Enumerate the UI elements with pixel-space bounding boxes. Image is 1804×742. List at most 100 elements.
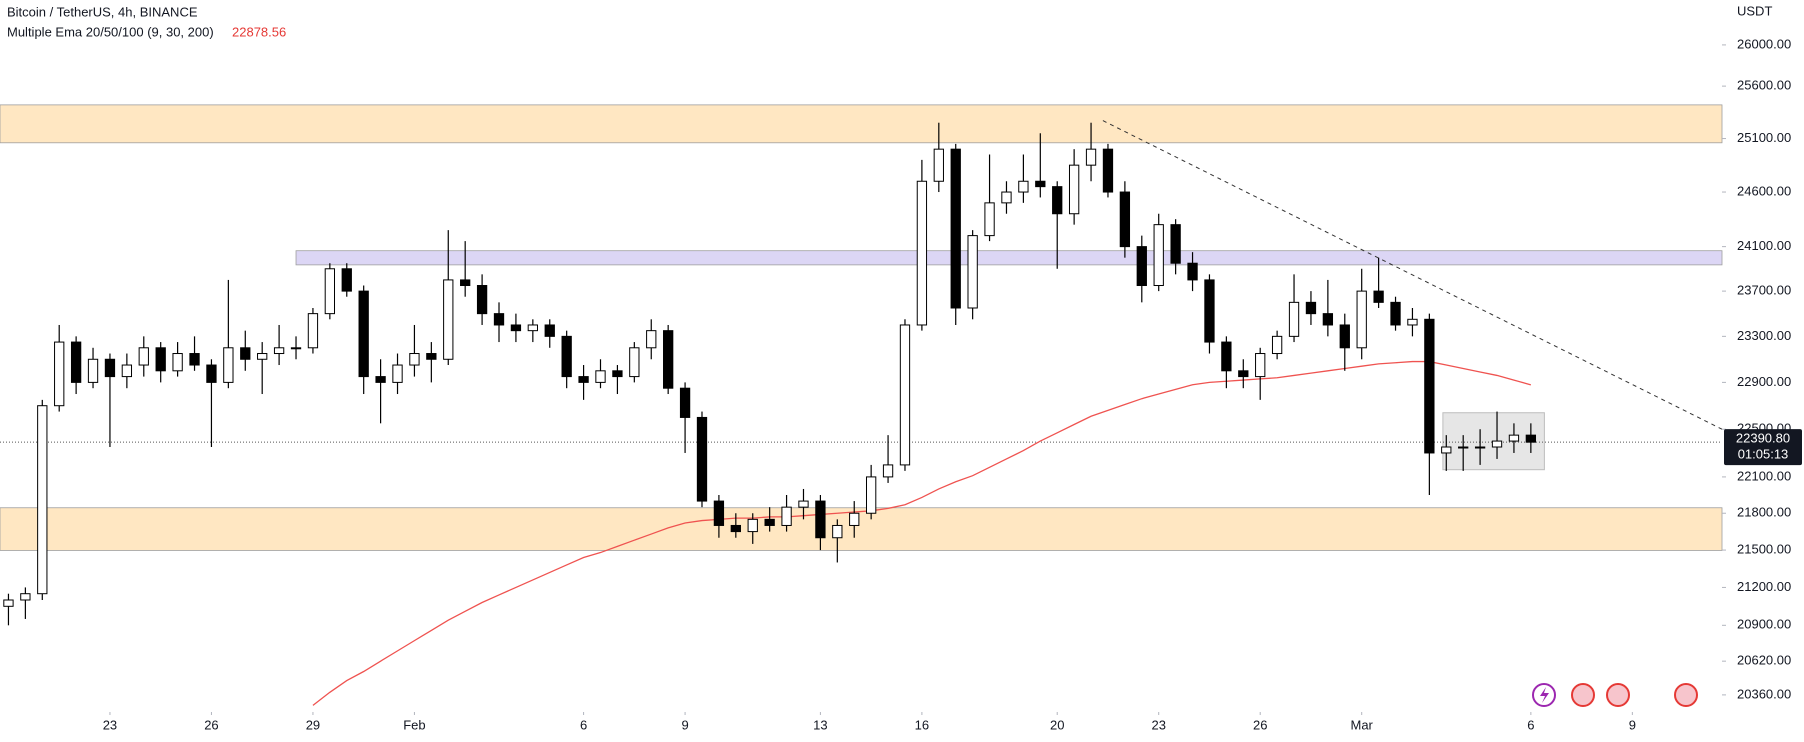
chart-title: Bitcoin / TetherUS, 4h, BINANCE <box>7 4 198 19</box>
candle-body <box>1035 180 1046 188</box>
candle-body <box>476 285 488 315</box>
candle-body <box>527 324 538 332</box>
candle-body <box>392 364 403 383</box>
x-tick-label: 9 <box>1629 717 1636 732</box>
candle-body <box>1001 191 1012 204</box>
candle-body <box>155 347 166 372</box>
candle-body <box>409 353 420 366</box>
x-tick-label: 26 <box>1253 717 1267 732</box>
y-tick-label: 25600.00 <box>1737 78 1791 93</box>
candle-body <box>1508 434 1520 442</box>
candle-body <box>713 500 725 526</box>
candle-body <box>1204 279 1215 343</box>
ema-line <box>312 360 1532 706</box>
y-tick-label: 23700.00 <box>1737 283 1791 298</box>
candle-body <box>1238 370 1249 378</box>
y-tick-label: 22100.00 <box>1737 468 1791 483</box>
last-price-box <box>1724 429 1802 466</box>
candle-body <box>70 341 82 383</box>
candle-body <box>1102 148 1114 193</box>
y-tick-label: 20620.00 <box>1737 653 1791 668</box>
candle-body <box>206 364 217 383</box>
candle-body <box>1221 341 1232 372</box>
candle-body <box>87 358 99 383</box>
candle-body <box>1356 290 1367 349</box>
trendline <box>1102 120 1723 430</box>
candle-body <box>493 313 505 326</box>
indicator-label: Multiple Ema 20/50/100 (9, 30, 200) <box>7 24 214 39</box>
candle-body <box>121 364 133 378</box>
candle-body <box>1424 318 1435 454</box>
candle-body <box>815 500 826 539</box>
y-tick-label: 21500.00 <box>1737 542 1791 557</box>
x-tick-label: 16 <box>915 717 929 732</box>
candle-body <box>1136 246 1147 287</box>
candle-body <box>1052 186 1063 215</box>
candle-body <box>1407 318 1418 326</box>
candle-body <box>1271 335 1283 355</box>
countdown-label: 01:05:13 <box>1738 447 1789 462</box>
y-tick-label: 21200.00 <box>1737 579 1791 594</box>
candle-body <box>544 324 555 337</box>
candle-body <box>696 416 708 502</box>
candle-body <box>595 370 606 383</box>
candle-body <box>1068 164 1080 215</box>
candle-body <box>663 330 674 389</box>
candle-body <box>426 353 437 360</box>
candle-body <box>1373 290 1384 303</box>
candle-body <box>358 290 369 378</box>
candle-body <box>20 593 31 601</box>
x-tick-label: Mar <box>1351 717 1374 732</box>
candle-body <box>730 524 741 533</box>
candle-body <box>865 476 877 514</box>
candle-body <box>747 518 758 533</box>
x-tick-label: 23 <box>1151 717 1165 732</box>
candle-body <box>1390 301 1401 326</box>
y-tick-label: 26000.00 <box>1737 36 1791 51</box>
candle-body <box>375 376 386 383</box>
candle-body <box>307 313 319 349</box>
candle-body <box>561 335 572 378</box>
candle-body <box>1458 446 1469 449</box>
candle-body <box>899 324 911 466</box>
candle-body <box>37 405 48 595</box>
indicator-value: 22878.56 <box>232 24 286 39</box>
candle-body <box>1474 446 1486 449</box>
candle-body <box>290 347 302 350</box>
event-icon[interactable] <box>1674 683 1698 707</box>
candle-body <box>764 518 775 526</box>
y-tick-label: 20360.00 <box>1737 686 1791 701</box>
candle-body <box>1322 313 1334 326</box>
y-tick-label: 24100.00 <box>1737 238 1791 253</box>
candle-body <box>578 376 589 383</box>
candle-body <box>832 524 843 539</box>
candle-body <box>781 506 792 526</box>
candle-body <box>798 500 809 508</box>
x-tick-label: 13 <box>813 717 827 732</box>
y-tick-label: 21800.00 <box>1737 505 1791 520</box>
last-price-label: 22390.80 <box>1736 431 1790 446</box>
event-icon[interactable] <box>1571 683 1595 707</box>
y-tick-label: 24600.00 <box>1737 183 1791 198</box>
candle-body <box>950 148 961 309</box>
candle-body <box>1305 301 1317 315</box>
candle-body <box>443 279 454 360</box>
candle-body <box>1255 353 1266 378</box>
x-tick-label: 9 <box>681 717 688 732</box>
candle-body <box>1187 262 1198 281</box>
x-tick-label: Feb <box>403 717 425 732</box>
x-tick-label: 20 <box>1050 717 1064 732</box>
candle-body <box>849 512 860 526</box>
candle-body <box>1085 148 1097 166</box>
candle-body <box>933 148 944 182</box>
y-tick-label: 22900.00 <box>1737 374 1791 389</box>
event-icon-glyph <box>1540 687 1549 703</box>
candle-body <box>240 347 251 360</box>
candle-body <box>273 347 285 355</box>
candle-body <box>629 347 640 378</box>
event-icon[interactable] <box>1606 683 1630 707</box>
candle-body <box>1525 434 1537 443</box>
candle-body <box>189 353 200 366</box>
x-tick-label: 6 <box>580 717 587 732</box>
